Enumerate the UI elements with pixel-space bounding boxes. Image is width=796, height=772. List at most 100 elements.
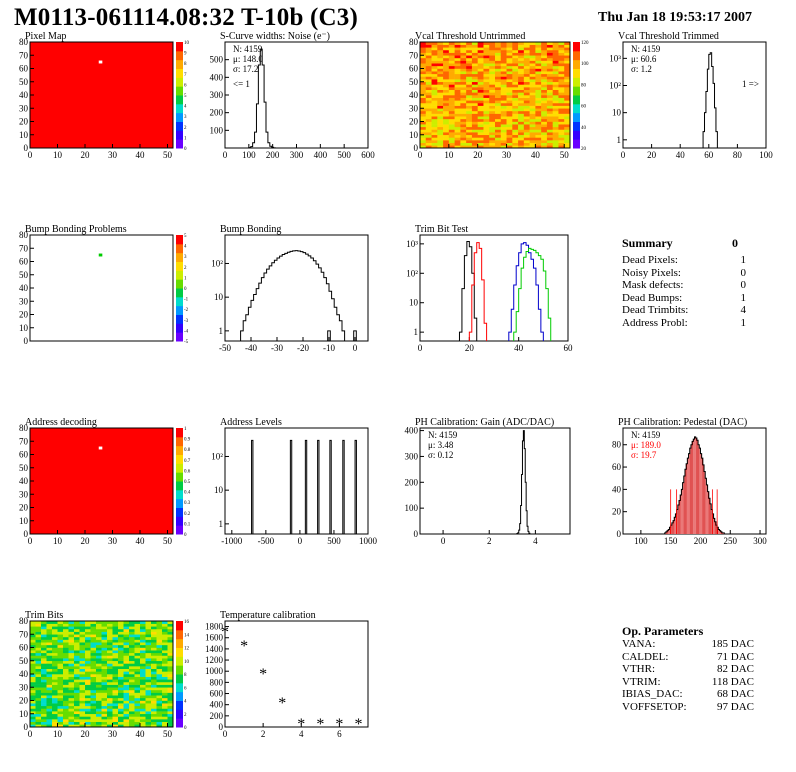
heatmap-cell <box>140 658 146 662</box>
heatmap-cell <box>512 97 519 101</box>
heatmap-cell <box>420 92 427 96</box>
heatmap-cell <box>134 679 141 683</box>
stat-line: σ: 17.2 <box>233 64 258 74</box>
heatmap-cell <box>123 716 130 720</box>
heatmap-cell <box>85 697 91 701</box>
heatmap-cell <box>558 113 565 117</box>
heatmap-cell <box>431 92 438 96</box>
heatmap-cell <box>471 110 478 114</box>
heatmap-cell <box>437 116 444 120</box>
y-tick-label: 70 <box>409 50 419 60</box>
heatmap-cell <box>420 137 427 141</box>
heatmap-cell <box>471 124 478 128</box>
heatmap-cell <box>134 634 141 638</box>
heatmap-cell <box>140 663 146 667</box>
heatmap-cell <box>46 666 53 669</box>
heatmap-cell <box>74 644 80 648</box>
heatmap-cell <box>431 126 438 130</box>
heatmap-cell <box>546 124 553 128</box>
heatmap-cell <box>483 100 490 104</box>
heatmap-cell <box>460 71 467 75</box>
heatmap-cell <box>558 110 565 114</box>
heatmap-cell <box>471 68 478 72</box>
colorbar-segment <box>573 42 580 52</box>
colorbar-segment <box>176 59 183 69</box>
summary-title: Summary <box>622 236 673 250</box>
op-params-panel: Op. Parameters VANA: 185 DAC CALDEL: 71 DAC… <box>622 624 754 713</box>
heatmap-cell <box>123 689 130 693</box>
heatmap-cell <box>74 623 80 627</box>
heatmap-cell <box>512 142 519 146</box>
heatmap-cell <box>506 129 513 133</box>
heatmap-cell <box>145 671 152 675</box>
x-tick-label: 0 <box>223 150 228 160</box>
heatmap-cell <box>420 52 427 56</box>
heatmap-cell <box>123 676 130 680</box>
heatmap-cell <box>535 44 542 48</box>
heatmap-cell <box>46 687 53 691</box>
heatmap-cell <box>74 679 80 683</box>
heatmap-cell <box>46 708 53 712</box>
heatmap-cell <box>46 655 53 659</box>
heatmap-cell <box>529 84 536 88</box>
colorbar-label: 1 <box>184 427 187 432</box>
heatmap-cell <box>118 716 124 720</box>
heatmap-cell <box>140 628 146 632</box>
heatmap-cell <box>460 129 467 133</box>
heatmap-cell <box>52 689 58 693</box>
heatmap-cell <box>541 145 548 149</box>
heatmap-cell <box>518 87 525 90</box>
heatmap-cell <box>129 684 135 688</box>
data-point: * <box>221 624 229 641</box>
heatmap-cell <box>529 71 536 75</box>
colorbar-label: 1 <box>184 276 187 281</box>
heatmap-cell <box>46 716 53 720</box>
heatmap-cell <box>107 716 113 720</box>
heatmap-cell <box>483 108 490 112</box>
heatmap-cell <box>101 700 108 704</box>
colorbar-label: 80 <box>581 83 587 88</box>
heatmap-cell <box>558 100 565 104</box>
heatmap-cell <box>518 97 525 101</box>
heatmap-cell <box>483 110 490 114</box>
heatmap-cell <box>448 100 455 104</box>
heatmap-cell <box>46 644 53 648</box>
heatmap-cell <box>500 110 507 114</box>
heatmap-cell <box>101 679 108 683</box>
heatmap-cell <box>431 102 438 106</box>
heatmap-cell <box>495 49 502 53</box>
heatmap-cell <box>506 108 513 112</box>
colorbar-segment <box>176 436 183 447</box>
heatmap-cell <box>162 660 168 664</box>
heatmap-cell <box>437 124 444 128</box>
heatmap-cell <box>558 52 565 56</box>
heatmap-cell <box>448 113 455 117</box>
heatmap-cell <box>518 100 525 104</box>
heatmap-cell <box>489 65 496 69</box>
heatmap-cell <box>151 644 157 648</box>
heatmap-cell <box>96 644 102 648</box>
heatmap-cell <box>443 97 450 101</box>
heatmap-cell <box>156 666 163 669</box>
heatmap-cell <box>85 674 91 677</box>
heatmap-cell <box>431 71 438 75</box>
x-tick-label: 40 <box>136 729 146 739</box>
heatmap-cell <box>107 719 113 722</box>
y-tick-label: 10² <box>211 258 223 268</box>
heatmap-cell <box>156 708 163 712</box>
heatmap-cell <box>431 60 438 64</box>
heatmap-cell <box>506 134 513 138</box>
heatmap-cell <box>506 118 513 122</box>
heatmap-cell <box>46 721 53 725</box>
heatmap-cell <box>425 89 432 93</box>
heatmap-cell <box>68 634 75 638</box>
heatmap-cell <box>74 636 80 640</box>
heatmap-cell <box>443 121 450 125</box>
heatmap-cell <box>167 652 174 656</box>
heatmap-cell <box>431 44 438 48</box>
heatmap-cell <box>500 79 507 83</box>
heatmap-cell <box>101 689 108 693</box>
heatmap-cell <box>101 631 108 635</box>
heatmap-cell <box>90 668 97 672</box>
heatmap-cell <box>52 655 58 659</box>
